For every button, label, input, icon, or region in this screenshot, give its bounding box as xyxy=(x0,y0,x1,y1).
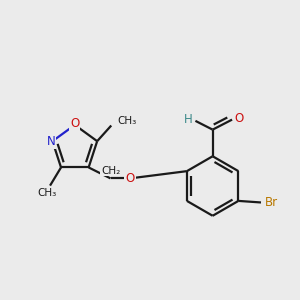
Text: O: O xyxy=(234,112,244,124)
Text: CH₃: CH₃ xyxy=(37,188,56,198)
Text: CH₃: CH₃ xyxy=(117,116,136,126)
Text: N: N xyxy=(46,135,55,148)
Text: H: H xyxy=(184,113,193,126)
Text: O: O xyxy=(125,172,135,185)
Text: O: O xyxy=(70,117,80,130)
Text: Br: Br xyxy=(264,196,278,209)
Text: CH₂: CH₂ xyxy=(101,166,120,176)
